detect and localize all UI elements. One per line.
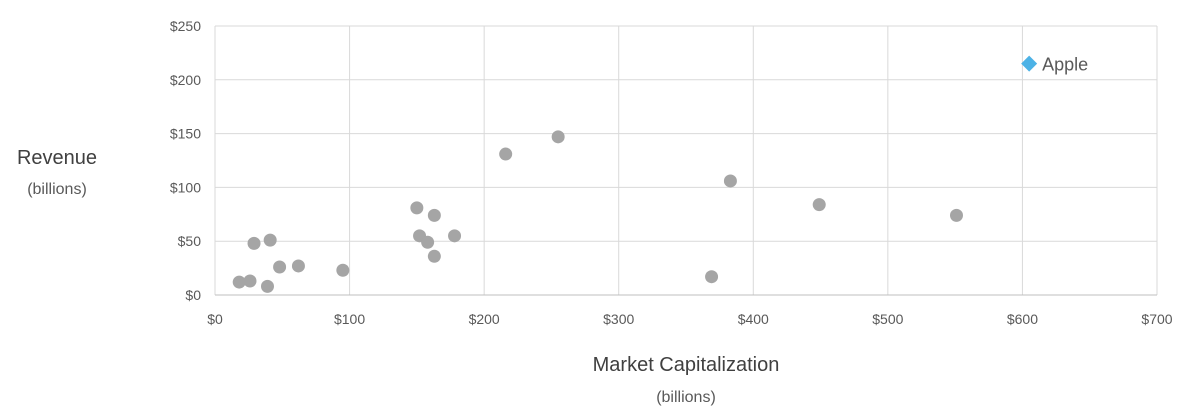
data-point bbox=[232, 275, 246, 289]
data-point bbox=[812, 198, 826, 212]
data-point bbox=[499, 147, 513, 161]
y-tick-label: $150 bbox=[170, 126, 201, 142]
x-tick-label: $700 bbox=[1141, 311, 1172, 327]
apple-label: Apple bbox=[1042, 55, 1088, 75]
y-tick-label: $50 bbox=[178, 233, 202, 249]
data-point bbox=[336, 263, 350, 277]
y-axis-ticks: $0 $50 $100 $150 $200 $250 bbox=[170, 18, 201, 303]
gridlines bbox=[214, 25, 1158, 296]
data-point bbox=[427, 249, 441, 263]
data-point bbox=[263, 233, 277, 247]
y-axis-title: Revenue bbox=[17, 147, 97, 169]
highlight-group: Apple bbox=[1021, 55, 1088, 75]
data-point bbox=[247, 236, 261, 250]
x-tick-label: $500 bbox=[872, 311, 903, 327]
y-tick-label: $0 bbox=[185, 287, 201, 303]
data-point bbox=[723, 174, 737, 188]
data-point bbox=[291, 259, 305, 273]
data-point bbox=[448, 229, 462, 243]
data-point bbox=[273, 260, 287, 274]
x-tick-label: $300 bbox=[603, 311, 634, 327]
y-tick-label: $250 bbox=[170, 18, 201, 34]
data-points bbox=[232, 130, 963, 293]
x-tick-label: $100 bbox=[334, 311, 365, 327]
data-point bbox=[705, 270, 719, 284]
x-axis-title: Market Capitalization bbox=[593, 354, 780, 376]
x-axis-subtitle: (billions) bbox=[656, 389, 716, 406]
data-point bbox=[260, 279, 274, 293]
x-tick-label: $0 bbox=[207, 311, 223, 327]
y-axis-subtitle: (billions) bbox=[27, 181, 87, 198]
y-tick-label: $200 bbox=[170, 72, 201, 88]
data-point bbox=[421, 235, 435, 249]
x-tick-label: $200 bbox=[469, 311, 500, 327]
x-axis-ticks: $0 $100 $200 $300 $400 $500 $600 $700 bbox=[207, 311, 1173, 327]
data-point bbox=[410, 201, 424, 215]
x-tick-label: $600 bbox=[1007, 311, 1038, 327]
y-tick-label: $100 bbox=[170, 179, 201, 195]
data-point bbox=[551, 130, 565, 144]
x-tick-label: $400 bbox=[738, 311, 769, 327]
data-point bbox=[427, 208, 441, 222]
data-point bbox=[243, 274, 257, 288]
data-point bbox=[949, 208, 963, 222]
apple-data-point bbox=[1021, 55, 1038, 72]
